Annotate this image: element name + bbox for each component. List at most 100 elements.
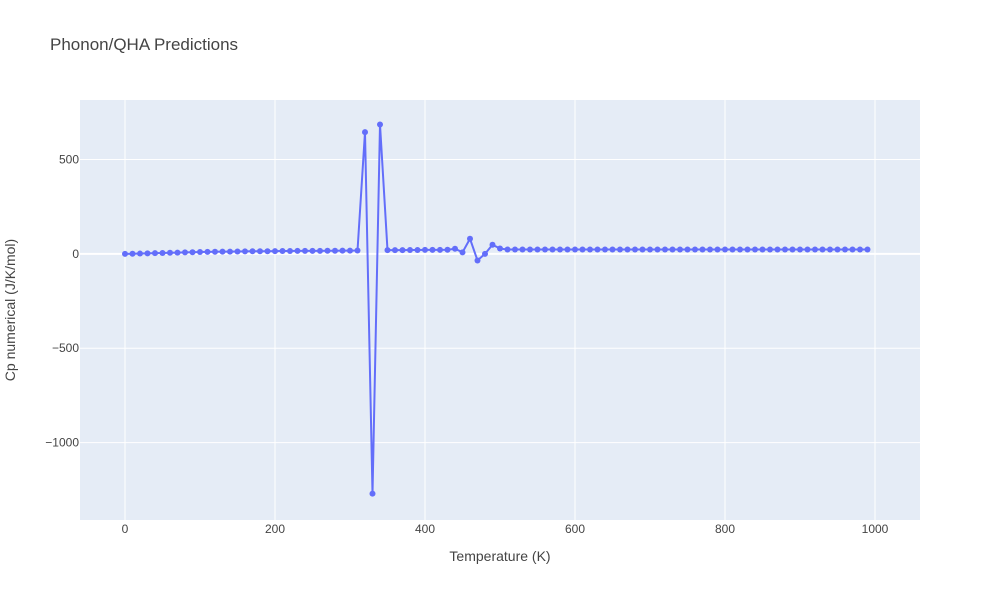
data-point <box>752 246 758 253</box>
x-tick-label: 400 <box>415 522 435 536</box>
y-tick-label: 500 <box>59 152 79 166</box>
x-tick-label: 200 <box>265 522 285 536</box>
grid <box>80 100 920 520</box>
data-point <box>347 247 353 254</box>
data-point <box>759 246 766 253</box>
data-point <box>302 247 308 254</box>
data-point <box>452 245 458 252</box>
y-axis-title: Cp numerical (J/K/mol) <box>2 239 18 381</box>
data-point <box>647 246 653 253</box>
data-point <box>804 246 811 253</box>
data-point <box>474 257 481 264</box>
data-point <box>624 246 631 253</box>
data-point <box>669 246 676 253</box>
data-point <box>707 246 713 253</box>
data-point <box>399 247 406 254</box>
data-point <box>384 247 391 254</box>
data-point <box>257 248 263 255</box>
data-point <box>797 246 803 253</box>
data-point <box>602 246 608 253</box>
data-point <box>204 248 211 255</box>
data-point <box>564 246 571 253</box>
data-point <box>437 246 443 253</box>
data-point <box>309 247 316 254</box>
data-point <box>152 250 158 257</box>
data-point <box>729 246 736 253</box>
data-point <box>197 249 203 256</box>
data-point <box>842 246 848 253</box>
data-point <box>699 246 706 253</box>
data-point <box>684 246 691 253</box>
data-point <box>572 246 578 253</box>
data-point <box>444 246 451 253</box>
plot-background <box>80 100 920 520</box>
data-point <box>129 250 136 257</box>
x-tick-labels: 0 200 400 600 800 1000 <box>122 522 889 536</box>
data-point <box>482 250 488 257</box>
y-tick-label: −500 <box>52 341 79 355</box>
data-point <box>174 249 181 256</box>
data-point <box>722 246 728 253</box>
data-point <box>812 246 818 253</box>
data-point <box>167 249 173 256</box>
data-point <box>504 246 511 253</box>
series-line <box>124 124 868 494</box>
data-point <box>422 246 428 253</box>
y-tick-label: −1000 <box>45 436 79 450</box>
data-point <box>407 246 413 253</box>
data-point <box>617 246 623 253</box>
data-point <box>392 247 398 254</box>
y-tick-labels: −1000 −500 0 500 <box>45 152 79 449</box>
data-point <box>249 248 256 255</box>
data-point <box>429 246 436 253</box>
data-point <box>542 246 548 253</box>
data-point <box>677 246 683 253</box>
data-point <box>737 246 743 253</box>
data-point <box>279 248 286 255</box>
data-point <box>662 246 668 253</box>
data-point <box>159 249 166 256</box>
data-point <box>332 247 338 254</box>
data-point <box>137 250 143 257</box>
data-point <box>189 249 196 256</box>
data-point <box>714 246 721 253</box>
data-point <box>234 248 241 255</box>
data-point <box>467 235 473 242</box>
data-point <box>639 246 646 253</box>
data-point <box>354 247 361 254</box>
data-point <box>219 248 226 255</box>
x-tick-label: 0 <box>122 522 129 536</box>
data-point <box>369 490 376 497</box>
data-point <box>272 248 278 255</box>
data-point <box>212 248 218 255</box>
data-point <box>264 248 271 255</box>
data-point <box>609 246 616 253</box>
data-point <box>864 246 871 253</box>
data-point <box>489 241 496 248</box>
data-point <box>774 246 781 253</box>
data-point <box>519 246 526 253</box>
data-point <box>557 246 563 253</box>
data-point <box>294 247 301 254</box>
data-point <box>834 246 841 253</box>
data-point <box>317 247 323 254</box>
data-point <box>789 246 796 253</box>
data-point <box>362 129 368 136</box>
y-tick-label: 0 <box>72 247 79 261</box>
data-point <box>497 245 503 252</box>
data-point <box>144 250 151 257</box>
data-point <box>849 246 856 253</box>
data-point <box>549 246 556 253</box>
data-point <box>287 248 293 255</box>
data-point <box>654 246 661 253</box>
data-point <box>587 246 593 253</box>
data-point <box>122 250 128 257</box>
data-point <box>227 248 233 255</box>
data-point <box>512 246 518 253</box>
data-point <box>339 247 346 254</box>
data-point <box>527 246 533 253</box>
x-tick-label: 800 <box>715 522 735 536</box>
data-point <box>744 246 751 253</box>
chart-title: Phonon/QHA Predictions <box>50 35 238 54</box>
data-point <box>579 246 586 253</box>
